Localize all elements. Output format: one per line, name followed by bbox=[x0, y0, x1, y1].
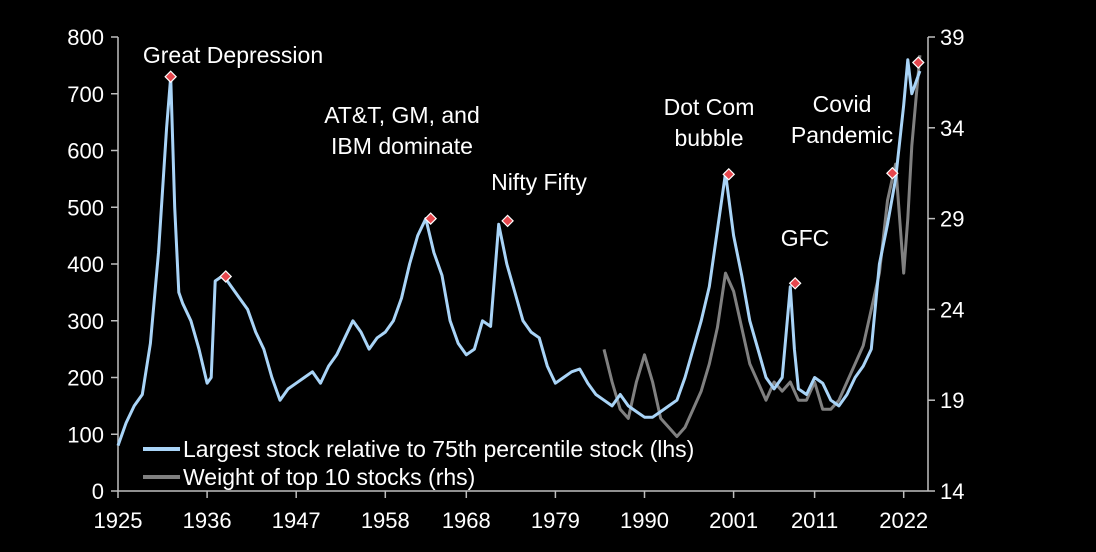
x-tick-label: 1925 bbox=[94, 508, 143, 533]
left-tick-label: 400 bbox=[67, 252, 104, 277]
right-tick-label: 14 bbox=[940, 479, 964, 504]
left-tick-label: 300 bbox=[67, 309, 104, 334]
x-tick-label: 1968 bbox=[442, 508, 491, 533]
left-tick-label: 0 bbox=[92, 479, 104, 504]
right-tick-label: 19 bbox=[940, 388, 964, 413]
event-marker-diamond bbox=[788, 276, 802, 290]
event-marker-diamond bbox=[219, 270, 233, 283]
event-marker-diamond bbox=[424, 212, 438, 225]
x-tick-label: 2011 bbox=[791, 508, 838, 533]
right-tick-label: 24 bbox=[940, 297, 964, 322]
x-tick-label: 2001 bbox=[709, 508, 758, 533]
event-marker-diamond bbox=[501, 214, 514, 228]
weight-top10-line bbox=[602, 55, 922, 438]
legend-label: Weight of top 10 stocks (rhs) bbox=[183, 464, 475, 490]
left-tick-label: 700 bbox=[67, 82, 104, 107]
event-marker-diamond bbox=[911, 56, 925, 69]
left-tick-label: 600 bbox=[67, 139, 104, 164]
annotation-label: GFC bbox=[781, 225, 830, 251]
event-markers bbox=[164, 56, 925, 290]
largest-stock-line bbox=[116, 58, 922, 447]
series-layer bbox=[116, 55, 922, 447]
annotation-label: AT&T, GM, and IBM dominate bbox=[324, 102, 480, 159]
annotation-label: Dot Com bubble bbox=[664, 94, 755, 151]
left-tick-label: 800 bbox=[67, 25, 104, 50]
x-tick-label: 2022 bbox=[879, 508, 928, 533]
x-tick-label: 1958 bbox=[361, 508, 410, 533]
annotation-label: Nifty Fifty bbox=[491, 169, 587, 195]
x-tick-label: 1936 bbox=[183, 508, 232, 533]
right-tick-label: 34 bbox=[940, 116, 964, 141]
event-marker-diamond bbox=[886, 166, 899, 180]
annotation-label: Covid Pandemic bbox=[791, 91, 893, 148]
x-tick-label: 1990 bbox=[620, 508, 669, 533]
legend: Largest stock relative to 75th percentil… bbox=[143, 436, 694, 490]
axes: 0 100 200 300 400 500 600 700 800 14 19 24 29 34 39 192… bbox=[67, 25, 964, 533]
event-marker-diamond bbox=[722, 167, 736, 181]
left-tick-label: 200 bbox=[67, 366, 104, 391]
x-tick-label: 1979 bbox=[531, 508, 580, 533]
right-tick-label: 29 bbox=[940, 207, 964, 232]
event-annotations: Great Depression AT&T, GM, and IBM dominat… bbox=[143, 42, 893, 251]
legend-label: Largest stock relative to 75th percentil… bbox=[183, 436, 694, 462]
annotation-label: Great Depression bbox=[143, 42, 323, 68]
event-marker-diamond bbox=[164, 70, 177, 84]
left-tick-label: 500 bbox=[67, 195, 104, 220]
left-tick-label: 100 bbox=[67, 422, 104, 447]
right-tick-label: 39 bbox=[940, 25, 964, 50]
x-tick-label: 1947 bbox=[272, 508, 321, 533]
